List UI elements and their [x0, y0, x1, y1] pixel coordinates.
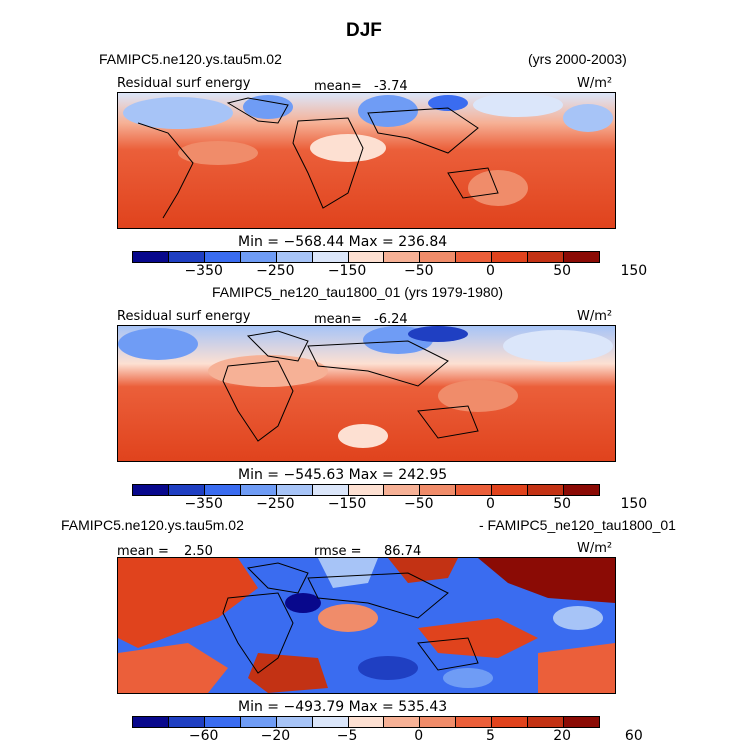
colorbar-swatch: [420, 717, 457, 727]
panel3-case-a: FAMIPC5.ne120.ys.tau5m.02: [61, 517, 244, 533]
colorbar-swatch: [564, 717, 599, 727]
colorbar-swatch: [168, 717, 205, 727]
colorbar-swatch: [384, 485, 421, 495]
colorbar-swatch: [276, 485, 313, 495]
colorbar-swatch: [133, 252, 169, 262]
colorbar-swatch: [276, 717, 313, 727]
colorbar-swatch: [312, 717, 349, 727]
colorbar-tick-label: 5: [485, 728, 495, 744]
colorbar-swatch: [348, 252, 385, 262]
colorbar-tick-label: −20: [260, 728, 291, 744]
colorbar-tick-label: 150: [620, 263, 648, 279]
colorbar-tick-label: −250: [256, 496, 295, 512]
colorbar-swatch: [456, 252, 493, 262]
colorbar-swatch: [240, 252, 277, 262]
colorbar-swatch: [564, 252, 599, 262]
panel2-units: W/m²: [577, 309, 613, 324]
colorbar-tick-label: −250: [256, 263, 295, 279]
colorbar-tick-label: 150: [620, 496, 648, 512]
colorbar-swatch: [420, 252, 457, 262]
colorbar-tick-label: −350: [184, 496, 223, 512]
panel2-mean-value: -6.24: [374, 312, 408, 327]
colorbar-swatch: [276, 252, 313, 262]
colorbar-swatch: [492, 252, 529, 262]
panel1-map: [117, 92, 616, 229]
colorbar-swatch: [168, 252, 205, 262]
panel3-map: [117, 557, 616, 694]
panel2-field-label: Residual surf energy: [117, 309, 251, 324]
colorbar-tick-label: 0: [414, 728, 424, 744]
panel3-mean-label: mean =: [117, 544, 169, 559]
colorbar-tick-label: 20: [553, 728, 572, 744]
colorbar-swatch: [168, 485, 205, 495]
panel3-colorbar-ticks: −60 −20 −5 0 5 20 60: [0, 728, 733, 746]
colorbar-tick-label: 0: [485, 263, 495, 279]
colorbar-swatch: [492, 485, 529, 495]
colorbar-tick-label: −5: [336, 728, 358, 744]
panel1-mean-label: mean=: [314, 79, 362, 94]
panel1-colorbar: [132, 251, 600, 263]
colorbar-swatch: [133, 717, 169, 727]
panel1-min-max: Min = −568.44 Max = 236.84: [238, 234, 448, 250]
panel2-colorbar-ticks: −350 −250 −150 −50 0 50 150: [0, 496, 733, 514]
colorbar-swatch: [204, 717, 241, 727]
colorbar-swatch: [312, 252, 349, 262]
colorbar-swatch: [348, 485, 385, 495]
panel2-header: FAMIPC5_ne120_tau1800_01 (yrs 1979-1980): [212, 284, 504, 300]
colorbar-swatch: [528, 717, 565, 727]
panel1-years: (yrs 2000-2003): [528, 51, 627, 67]
colorbar-swatch: [348, 717, 385, 727]
colorbar-swatch: [384, 252, 421, 262]
panel3-units: W/m²: [577, 541, 613, 556]
colorbar-swatch: [492, 717, 529, 727]
colorbar-swatch: [528, 252, 565, 262]
colorbar-swatch: [456, 485, 493, 495]
colorbar-swatch: [240, 485, 277, 495]
colorbar-swatch: [528, 485, 565, 495]
panel3-min-max: Min = −493.79 Max = 535.43: [238, 699, 448, 715]
panel2-min-max: Min = −545.63 Max = 242.95: [238, 467, 448, 483]
colorbar-tick-label: 50: [553, 263, 572, 279]
panel1-mean-value: -3.74: [374, 79, 408, 94]
colorbar-swatch: [204, 485, 241, 495]
panel3-colorbar: [132, 716, 600, 728]
panel1-units: W/m²: [577, 76, 613, 91]
panel3-rmse-label: rmse =: [314, 544, 362, 559]
plot-title: DJF: [346, 20, 382, 41]
colorbar-tick-label: −50: [403, 496, 434, 512]
colorbar-swatch: [133, 485, 169, 495]
colorbar-tick-label: −150: [327, 263, 367, 279]
colorbar-tick-label: 50: [553, 496, 572, 512]
colorbar-swatch: [312, 485, 349, 495]
panel2-colorbar: [132, 484, 600, 496]
colorbar-tick-label: 60: [624, 728, 643, 744]
colorbar-swatch: [456, 717, 493, 727]
colorbar-tick-label: 0: [485, 496, 495, 512]
colorbar-swatch: [204, 252, 241, 262]
panel3-case-b: - FAMIPC5_ne120_tau1800_01: [479, 517, 676, 533]
colorbar-swatch: [240, 717, 277, 727]
colorbar-swatch: [564, 485, 599, 495]
panel3-mean-value: 2.50: [184, 544, 213, 559]
colorbar-swatch: [384, 717, 421, 727]
panel1-colorbar-ticks: −350 −250 −150 −50 0 50 150: [0, 263, 733, 281]
panel1-case-name: FAMIPC5.ne120.ys.tau5m.02: [99, 51, 282, 67]
colorbar-swatch: [420, 485, 457, 495]
colorbar-tick-label: −60: [188, 728, 219, 744]
panel1-field-label: Residual surf energy: [117, 76, 251, 91]
panel3-rmse-value: 86.74: [384, 544, 422, 559]
colorbar-tick-label: −50: [403, 263, 434, 279]
colorbar-tick-label: −350: [184, 263, 223, 279]
colorbar-tick-label: −150: [327, 496, 367, 512]
panel2-mean-label: mean=: [314, 312, 362, 327]
panel2-map: [117, 325, 616, 462]
